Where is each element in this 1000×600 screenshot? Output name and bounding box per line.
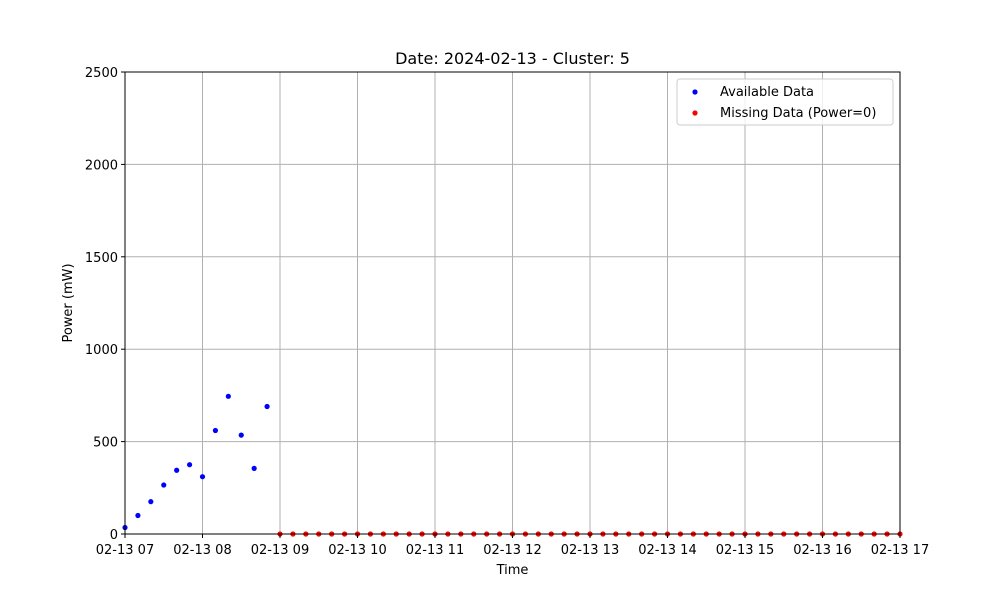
available-data-point (199, 474, 206, 480)
chart-title: Date: 2024-02-13 - Cluster: 5 (395, 49, 630, 68)
legend-label-missing: Missing Data (Power=0) (720, 106, 876, 121)
legend-label-available: Available Data (720, 85, 814, 100)
y-axis-ticks: 0 500 1000 1500 2000 2500 (85, 66, 125, 543)
x-tick-label: 02-13 11 (406, 543, 464, 558)
x-tick-label: 02-13 10 (328, 543, 386, 558)
y-tick-label: 0 (110, 528, 118, 543)
y-tick-label: 1500 (85, 251, 118, 266)
x-tick-label: 02-13 08 (173, 543, 231, 558)
legend-marker-missing (692, 110, 698, 116)
y-tick-label: 2000 (85, 158, 118, 173)
available-data-point (212, 427, 219, 434)
available-data-point (186, 462, 193, 468)
available-data-point (148, 499, 154, 505)
available-data-point (251, 465, 257, 471)
legend-box (676, 78, 894, 126)
available-data-point (135, 512, 141, 519)
x-axis-label: Time (496, 563, 529, 578)
x-tick-label: 02-13 16 (793, 543, 851, 558)
available-data-point (174, 467, 180, 473)
x-tick-label: 02-13 09 (251, 543, 309, 558)
y-tick-label: 1000 (85, 343, 118, 358)
legend: Available Data Missing Data (Power=0) (676, 78, 894, 126)
legend-marker-available (692, 89, 698, 95)
x-tick-label: 02-13 07 (96, 543, 154, 558)
x-tick-label: 02-13 13 (561, 543, 619, 558)
x-axis-ticks: 02-13 07 02-13 08 02-13 09 02-13 10 02-13 11… (96, 534, 929, 558)
available-data-point (238, 432, 244, 438)
x-tick-label: 02-13 14 (638, 543, 696, 558)
x-tick-label: 02-13 12 (483, 543, 541, 558)
available-data-point (161, 482, 167, 488)
available-data-point (264, 403, 270, 410)
y-tick-label: 500 (93, 436, 118, 451)
available-data-point (225, 393, 231, 399)
y-axis-label: Power (mW) (61, 263, 76, 342)
x-tick-label: 02-13 17 (871, 543, 929, 558)
x-tick-label: 02-13 15 (716, 543, 774, 558)
y-tick-label: 2500 (85, 66, 118, 81)
